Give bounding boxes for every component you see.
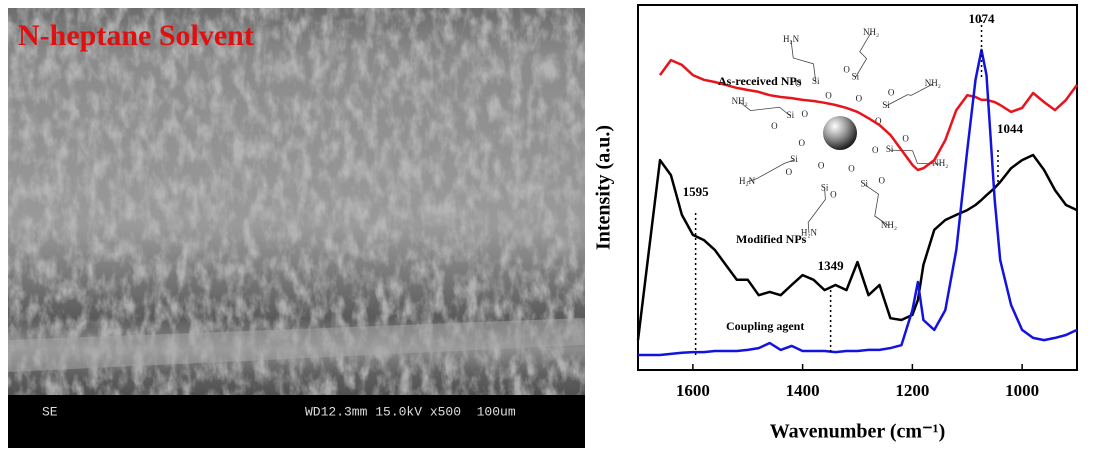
molecule-atom: O <box>848 163 855 173</box>
molecule-atom: Si <box>882 100 890 110</box>
peak-label: 1349 <box>818 258 845 273</box>
plot-frame <box>637 4 1078 371</box>
x-tick-label: 1000 <box>1005 381 1039 400</box>
molecule-atom: Si <box>787 110 795 120</box>
peak-label: 1074 <box>969 11 996 26</box>
molecule-atom: O <box>888 87 895 97</box>
molecule-chain <box>855 32 872 78</box>
molecule-chain <box>746 159 795 183</box>
molecule-atom: Si <box>886 144 894 154</box>
molecule-atom: O <box>902 133 909 143</box>
molecule-atom: Si <box>812 76 820 86</box>
molecule-amine: NH₂ <box>863 27 879 37</box>
series-line <box>658 58 1079 172</box>
molecule-atom: O <box>843 65 850 75</box>
molecule-atom: Si <box>861 178 869 188</box>
x-tick-label: 1200 <box>895 381 929 400</box>
molecule-amine: NH₂ <box>881 220 897 230</box>
peak-label: 1044 <box>997 121 1024 136</box>
molecule-amine: NH₂ <box>932 158 948 168</box>
molecule-atom: O <box>856 94 863 104</box>
molecule-atom: O <box>798 138 805 148</box>
sem-image: N-heptane Solvent SE WD12.3mm 15.0kV x50… <box>8 8 585 448</box>
molecule-amine: NH₂ <box>925 78 941 88</box>
x-tick-label: 1600 <box>676 381 710 400</box>
molecule-chain <box>807 188 826 234</box>
spectrum-chart: Si NH₂ Si NH₂ Si NH₂ Si NH₂ Si H₂N Si H₂N Si NH₂ Si H₂N… <box>593 4 1079 443</box>
sem-info-bar <box>8 395 585 448</box>
peak-label: 1595 <box>683 184 710 199</box>
molecule-atom: O <box>875 116 882 126</box>
molecule-amine: H₂N <box>783 34 800 44</box>
molecule-atom: Si <box>852 72 860 82</box>
molecule-atom: Si <box>790 154 798 164</box>
molecule-atom: O <box>825 91 832 101</box>
molecule-chain <box>864 183 890 227</box>
molecule-atom: O <box>786 167 793 177</box>
series-label: As-received NPs <box>718 74 802 88</box>
molecule-atom: O <box>830 189 837 199</box>
molecule-atom: O <box>795 79 802 89</box>
x-tick-label: 1400 <box>786 381 820 400</box>
molecule-atom: O <box>802 109 809 119</box>
molecule: Si NH₂ Si NH₂ Si NH₂ Si NH₂ Si H₂N Si H₂N Si NH₂ Si H₂N… <box>732 27 949 238</box>
sem-mode: SE <box>42 404 58 419</box>
series-line <box>638 48 1078 357</box>
nanoparticle <box>823 116 857 150</box>
sem-title: N-heptane Solvent <box>18 19 254 52</box>
molecule-atom: O <box>872 145 879 155</box>
molecule-atom: O <box>771 121 778 131</box>
molecule-chain <box>739 101 791 117</box>
y-axis-label: Intensity (a.u.) <box>593 125 615 250</box>
molecule-atom: O <box>879 176 886 186</box>
series-label: Coupling agent <box>726 319 804 333</box>
series-line <box>636 153 1078 341</box>
sem-info: WD12.3mm 15.0kV x500 100um <box>305 404 516 419</box>
molecule-chain <box>885 83 934 107</box>
molecule-chain <box>790 40 817 82</box>
molecule-amine: NH₂ <box>732 96 748 106</box>
molecule-atom: Si <box>821 182 829 192</box>
molecule-atom: O <box>818 161 825 171</box>
molecule-amine: H₂N <box>801 227 818 237</box>
molecule-amine: H₂N <box>739 176 756 186</box>
series-label: Modified NPs <box>736 232 807 246</box>
x-axis-label: Wavenumber (cm⁻¹) <box>770 421 946 443</box>
sem-substrate <box>8 318 585 372</box>
